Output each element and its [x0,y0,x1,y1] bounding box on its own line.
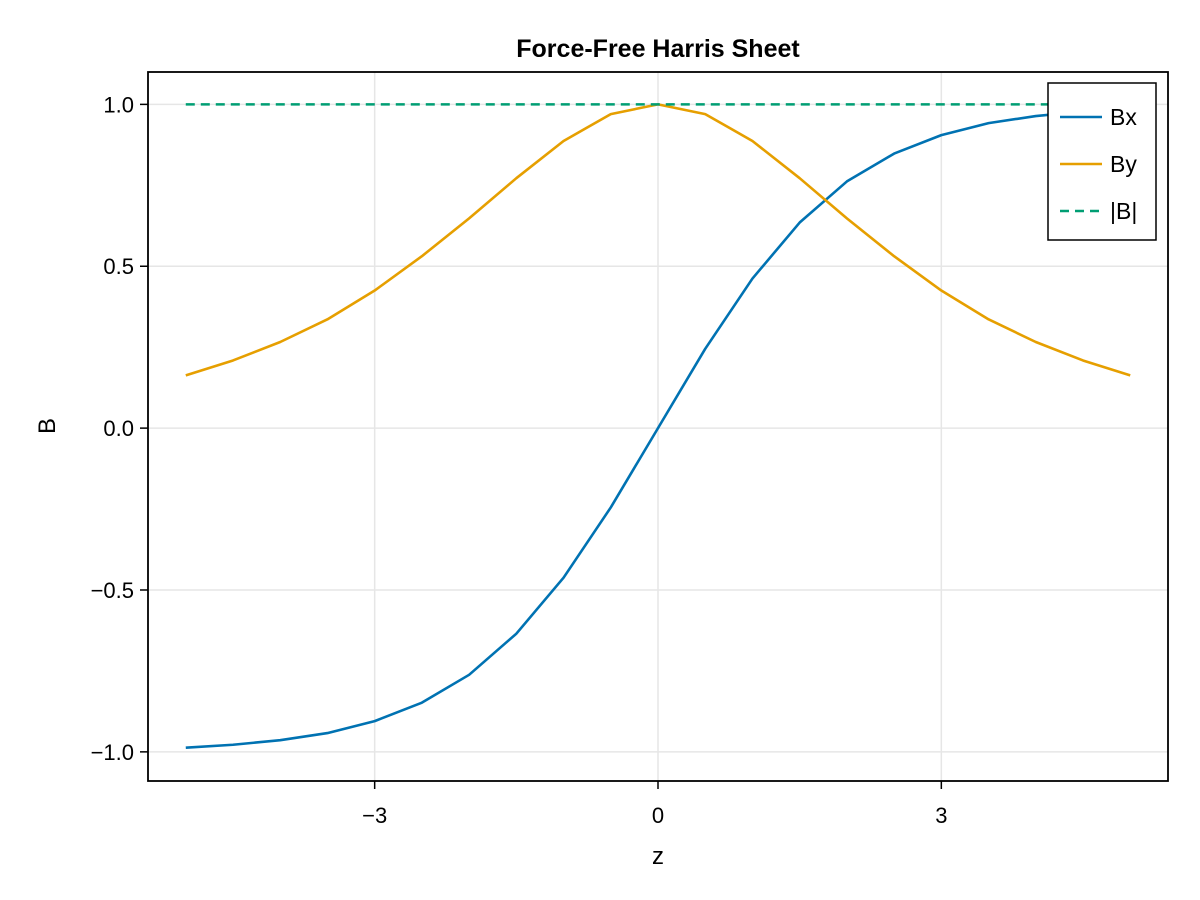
y-tick-label: −1.0 [91,740,134,765]
y-tick-label: 1.0 [103,92,134,117]
y-tick-label: 0.0 [103,416,134,441]
legend-label-1: By [1110,151,1137,177]
x-tick-label: −3 [362,803,387,828]
y-tick-label: −0.5 [91,578,134,603]
series-layer [185,103,1131,749]
x-tick-label: 0 [652,803,664,828]
legend: Bx By |B| [1047,82,1157,241]
legend-label-2: |B| [1110,198,1137,224]
chart-title: Force-Free Harris Sheet [516,35,800,63]
legend-box [1047,82,1157,241]
x-axis-label: z [652,843,664,870]
legend-label-0: Bx [1110,104,1137,130]
ticks: −3 0 3 −1.0 −0.5 0.0 0.5 1.0 [91,92,948,828]
y-tick-label: 0.5 [103,254,134,279]
series-line-0 [185,107,1131,749]
y-axis-label: B [34,418,61,434]
x-tick-label: 3 [935,803,947,828]
